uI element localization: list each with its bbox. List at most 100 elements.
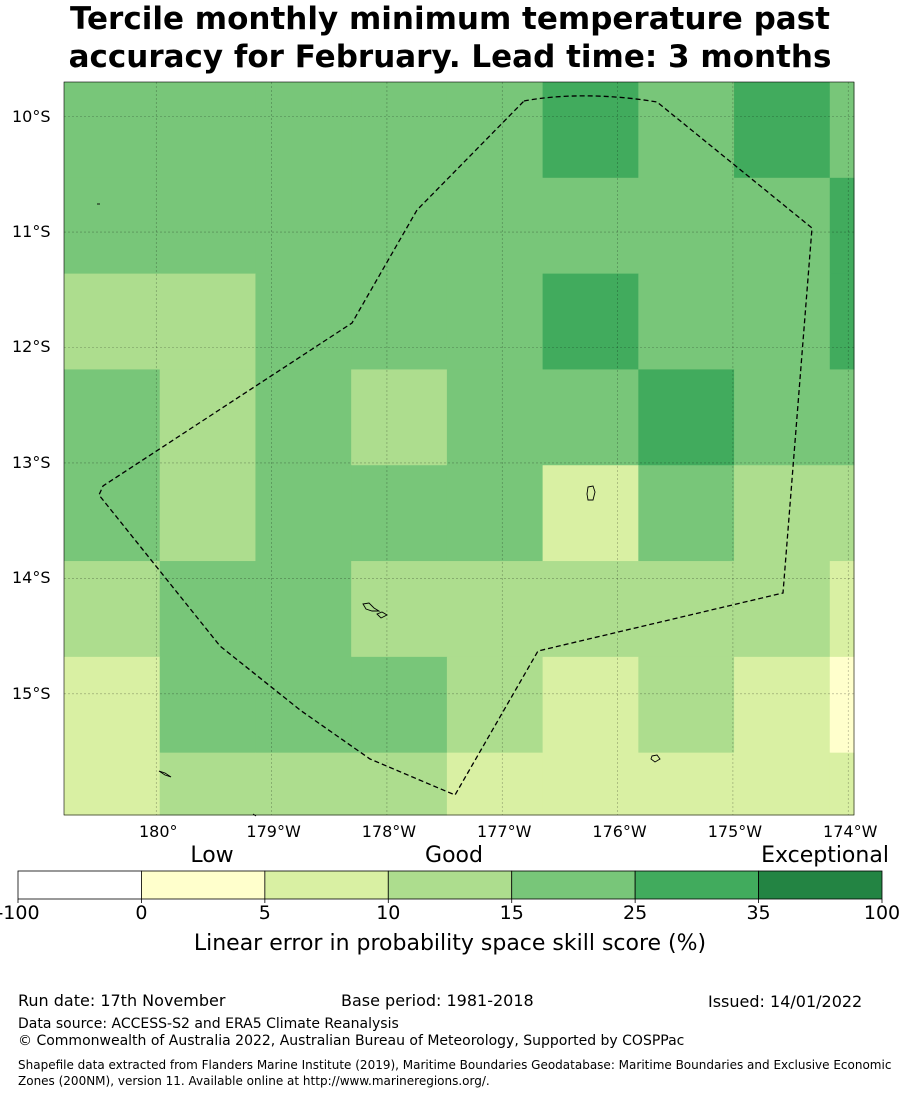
colorbar-tick-label: 100 <box>863 902 900 924</box>
grid-cell <box>255 82 352 179</box>
longitude-label: 179°W <box>246 822 301 841</box>
title-line-2: accuracy for February. Lead time: 3 mont… <box>68 39 832 75</box>
grid-cell <box>829 82 855 179</box>
latitude-label: 10°S <box>12 106 51 126</box>
grid-cell <box>638 82 735 179</box>
grid-cell <box>829 752 855 816</box>
grid-cell <box>255 273 352 370</box>
colorbar-segment <box>511 870 636 900</box>
grid-cell <box>255 369 352 466</box>
issued-date: Issued: 14/01/2022 <box>708 992 863 1011</box>
grid-cell <box>255 752 352 816</box>
grid-cell <box>351 273 448 370</box>
colorbar-tick-label: 10 <box>376 902 401 924</box>
grid-cell <box>159 561 256 658</box>
grid-cell <box>446 177 544 275</box>
shapefile-credit: Shapefile data extracted from Flanders M… <box>18 1058 892 1088</box>
grid-cell <box>638 561 735 658</box>
grid-cell <box>829 561 855 658</box>
grid-cell <box>638 273 735 370</box>
colorbar-tick-label: 0 <box>135 902 148 924</box>
grid-cell <box>542 369 639 466</box>
grid-cell <box>734 369 831 466</box>
longitude-label: 177°W <box>477 822 532 841</box>
grid-cell <box>638 465 735 562</box>
grid-cell <box>64 752 161 816</box>
grid-cell <box>255 465 352 562</box>
grid-cell <box>159 177 256 275</box>
grid-cell <box>734 752 831 816</box>
colorbar <box>17 870 883 903</box>
grid-cell <box>351 177 448 275</box>
latitude-label: 14°S <box>12 568 51 588</box>
longitude-label: 178°W <box>361 822 417 841</box>
grid-cell <box>734 561 831 658</box>
grid-cell <box>542 273 639 370</box>
grid-cell <box>829 369 855 466</box>
grid-cell <box>64 177 161 275</box>
grid-cell <box>638 752 735 816</box>
grid-cell <box>638 177 735 275</box>
grid-cell <box>542 752 639 816</box>
grid-cell <box>159 369 256 466</box>
grid-cell <box>734 465 831 562</box>
grid-cell <box>829 656 855 754</box>
colorbar-segment <box>17 870 142 900</box>
latitude-label: 12°S <box>12 337 51 357</box>
skill-grid <box>64 82 855 816</box>
grid-cell <box>64 82 161 179</box>
colorbar-title: Linear error in probability space skill … <box>193 931 707 956</box>
grid-cell <box>638 656 735 754</box>
grid-cell <box>829 465 855 562</box>
longitude-label: 175°W <box>707 822 763 841</box>
grid-cell <box>829 273 855 370</box>
run-date: Run date: 17th November <box>18 991 226 1010</box>
grid-cell <box>351 82 448 179</box>
grid-cell <box>446 656 544 754</box>
grid-cell <box>542 561 639 658</box>
longitude-label: 176°W <box>592 822 647 841</box>
colorbar-segment <box>758 870 883 900</box>
grid-cell <box>159 752 256 816</box>
grid-cell <box>446 752 544 816</box>
grid-cell <box>446 465 544 562</box>
colorbar-segment <box>387 870 513 900</box>
grid-cell <box>734 273 831 370</box>
eez-boundary <box>98 95 813 796</box>
grid-cell <box>255 561 352 658</box>
latitude-label: 13°S <box>12 452 51 472</box>
colorbar-tick-label: 15 <box>499 902 524 924</box>
base-period: Base period: 1981-2018 <box>341 991 534 1010</box>
grid-cell <box>64 369 161 466</box>
grid-cell <box>542 177 639 275</box>
copyright: © Commonwealth of Australia 2022, Austra… <box>18 1033 685 1049</box>
grid-cell <box>734 82 831 179</box>
grid-cell <box>446 561 544 658</box>
grid-cell <box>446 273 544 370</box>
grid-cell <box>64 465 161 562</box>
grid-cell <box>159 656 256 754</box>
grid-cell <box>255 656 352 754</box>
data-source: Data source: ACCESS-S2 and ERA5 Climate … <box>18 1016 399 1032</box>
category-good: Good <box>425 843 483 868</box>
grid-cell <box>64 561 161 658</box>
grid-cell <box>351 369 448 466</box>
grid-cell <box>638 369 735 466</box>
grid-cell <box>829 177 855 275</box>
islands <box>97 203 661 817</box>
category-low: Low <box>190 843 234 868</box>
colorbar-tick-label: -100 <box>0 902 40 924</box>
longitude-label: 174°W <box>823 822 878 841</box>
grid-cell <box>159 82 256 179</box>
grid-cell <box>542 465 639 562</box>
grid-cell <box>255 177 352 275</box>
grid-cell <box>734 656 831 754</box>
category-exceptional: Exceptional <box>761 843 889 868</box>
map-frame <box>63 81 855 816</box>
latitude-label: 15°S <box>12 683 51 703</box>
colorbar-tick-label: 25 <box>623 902 648 924</box>
colorbar-tick-label: 5 <box>258 902 271 924</box>
grid-cell <box>446 369 544 466</box>
grid-cell <box>159 273 256 370</box>
grid-cell <box>159 465 256 562</box>
